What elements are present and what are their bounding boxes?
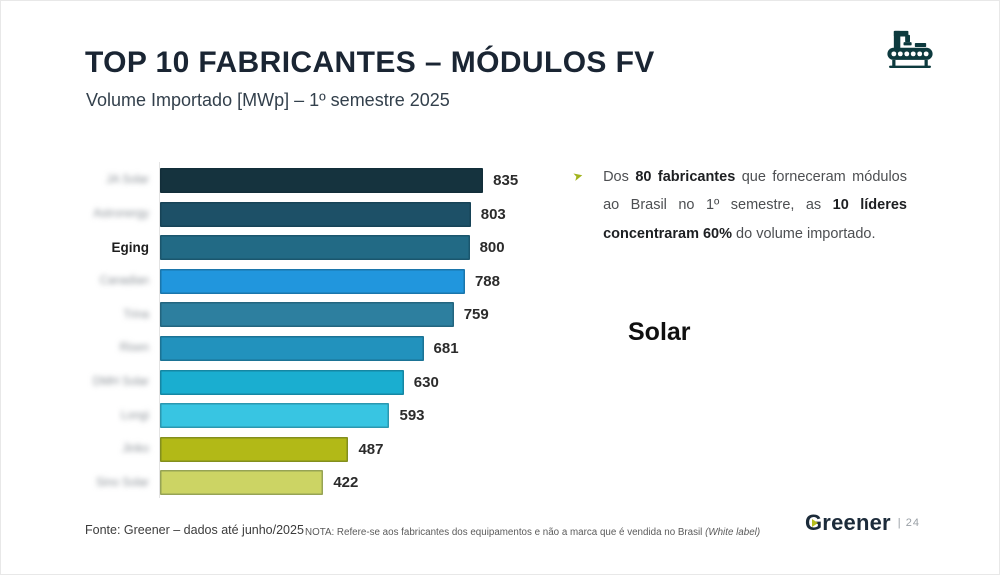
bar-row: Canadian 788 xyxy=(85,268,500,294)
bar-row: Eging 800 xyxy=(85,235,505,261)
annotation-segment: que forneceram módulos ao Brasil no 1º s… xyxy=(603,169,907,214)
bar-row: JA Solar 835 xyxy=(85,168,518,193)
bar xyxy=(160,235,470,261)
bar xyxy=(160,403,390,429)
bolt-icon xyxy=(812,519,818,527)
category-label: Canadian xyxy=(99,275,149,288)
factory-conveyor-icon xyxy=(884,26,936,68)
brand-logo: Greener xyxy=(805,510,891,535)
source-text: Fonte: Greener – dados até junho/2025 xyxy=(85,523,304,537)
category-label: Risen xyxy=(119,342,149,355)
value-label: 803 xyxy=(480,205,506,223)
arrow-bullet-icon: ➤ xyxy=(571,167,585,185)
annotation-bold-segment: 10 líderes concentraram 60% xyxy=(603,197,907,242)
value-label: 759 xyxy=(463,306,489,324)
bar xyxy=(160,436,349,462)
solar-overlay-text: Solar xyxy=(628,318,691,346)
category-label: JA Solar xyxy=(106,174,149,187)
annotation-segment: Dos xyxy=(603,169,636,185)
note-main: NOTA: Refere-se aos fabricantes dos equi… xyxy=(305,527,706,538)
bar-row: DMH Solar 630 xyxy=(85,369,439,395)
bar-row: Sino Solar 422 xyxy=(85,470,359,496)
category-label: DMH Solar xyxy=(92,376,149,389)
category-label: Longi xyxy=(120,409,149,422)
bar-row: Risen 681 xyxy=(85,336,459,361)
category-label: Astronergy xyxy=(93,208,149,221)
bar xyxy=(160,302,454,328)
value-label: 835 xyxy=(493,172,519,189)
bar xyxy=(160,470,324,496)
bar-row: Astronergy 803 xyxy=(85,201,506,227)
bar xyxy=(160,336,424,361)
page-title: TOP 10 FABRICANTES – MÓDULOS FV xyxy=(85,46,655,79)
value-label: 800 xyxy=(479,239,505,257)
bar-row: Jinko 487 xyxy=(85,436,384,462)
category-label: Sino Solar xyxy=(95,476,149,489)
bar xyxy=(160,168,484,193)
bar-row: Longi 593 xyxy=(85,403,425,429)
bar xyxy=(160,268,465,294)
value-label: 593 xyxy=(399,407,425,425)
note-text: NOTA: Refere-se aos fabricantes dos equi… xyxy=(305,527,760,538)
annotation-text: Dos 80 fabricantes que forneceram módulo… xyxy=(603,163,907,248)
annotation-segment: do volume importado. xyxy=(732,225,876,242)
annotation-bold-segment: 80 fabricantes xyxy=(635,169,736,185)
category-label: Jinko xyxy=(122,443,149,456)
category-label: Trina xyxy=(123,308,149,321)
bar-row: Trina 759 xyxy=(85,302,489,328)
annotation-block: ➤ Dos 80 fabricantes que forneceram módu… xyxy=(571,163,907,248)
y-axis-line xyxy=(159,162,160,498)
value-label: 422 xyxy=(333,474,359,492)
value-label: 681 xyxy=(433,340,459,357)
page-number: | 24 xyxy=(897,517,920,529)
bar-chart: JA Solar 835 Astronergy 803 Eging 800 Canadian… xyxy=(85,162,565,508)
value-label: 630 xyxy=(413,373,439,391)
note-italic: (White label) xyxy=(705,527,761,538)
brand-footer: Greener | 24 xyxy=(805,510,920,536)
page-subtitle: Volume Importado [MWp] – 1º semestre 202… xyxy=(86,90,450,110)
value-label: 487 xyxy=(358,440,384,458)
category-label: Eging xyxy=(111,239,150,255)
value-label: 788 xyxy=(474,272,500,290)
bar xyxy=(160,201,471,227)
bar xyxy=(160,369,404,395)
